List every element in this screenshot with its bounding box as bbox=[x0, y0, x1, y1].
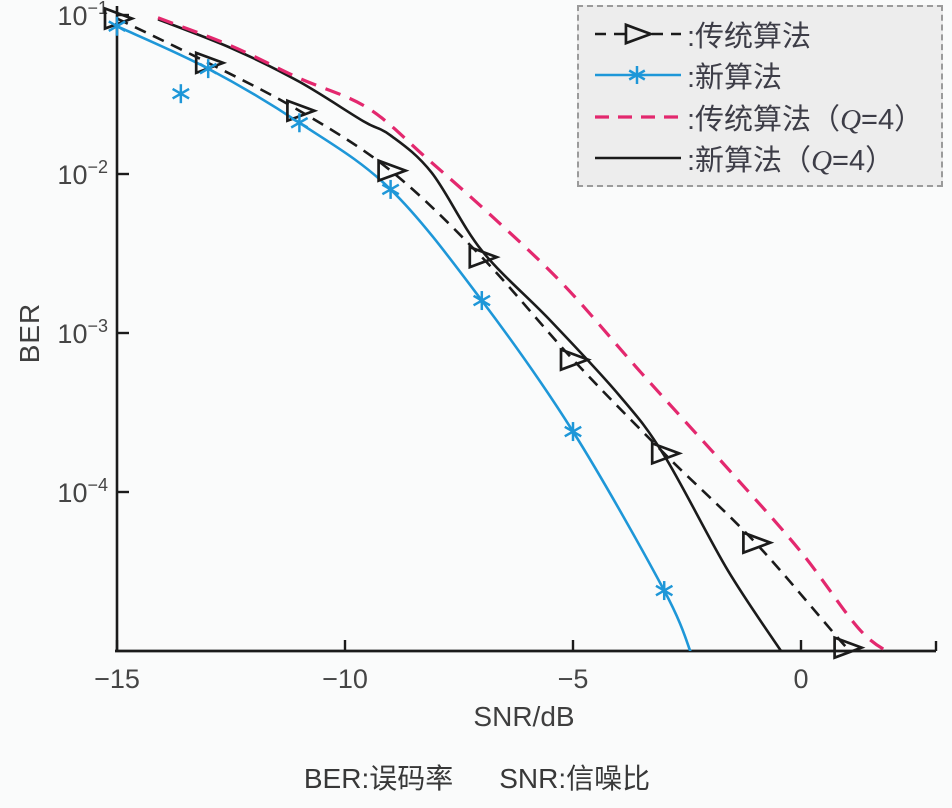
x-tick-label: 0 bbox=[793, 664, 808, 694]
x-tick-label: −5 bbox=[558, 664, 589, 694]
caption-ber: BER:误码率 bbox=[303, 763, 454, 794]
triangle-marker bbox=[624, 22, 655, 46]
triangle-marker bbox=[377, 158, 410, 183]
legend: :传统算法 :新算法 :传统算法（Q=4） :新算法（Q=4） bbox=[577, 5, 943, 187]
legend-item-trad: :传统算法 bbox=[589, 14, 939, 54]
asterisk-marker bbox=[472, 294, 491, 307]
legend-label-new: :新算法 bbox=[687, 62, 783, 95]
y-tick-label: 10−1 bbox=[57, 0, 108, 31]
legend-label-trad: :传统算法 bbox=[687, 21, 812, 53]
triangle-marker bbox=[833, 635, 866, 660]
y-tick-label: 10−4 bbox=[57, 475, 108, 508]
x-axis-label: SNR/dB bbox=[473, 701, 575, 732]
triangle-marker bbox=[650, 441, 684, 466]
y-tick-label: 10−2 bbox=[57, 157, 108, 190]
legend-label-new_q4: :新算法（Q=4） bbox=[687, 144, 895, 177]
legend-item-new_q4: :新算法（Q=4） bbox=[589, 138, 939, 178]
triangle-marker bbox=[559, 347, 592, 372]
asterisk-marker bbox=[381, 183, 400, 196]
x-tick-label: −15 bbox=[94, 664, 140, 694]
triangle-marker bbox=[103, 6, 136, 31]
series-trad-line bbox=[116, 17, 852, 651]
asterisk-marker bbox=[290, 116, 309, 129]
triangle-marker bbox=[468, 245, 501, 270]
legend-label-trad_q4: :传统算法（Q=4） bbox=[687, 103, 924, 136]
legend-item-trad_q4: :传统算法（Q=4） bbox=[589, 97, 939, 137]
series-new-line bbox=[116, 25, 692, 651]
asterisk-marker bbox=[199, 62, 218, 75]
legend-marker-new_q4 bbox=[595, 156, 681, 160]
asterisk-marker bbox=[655, 584, 674, 597]
legend-marker-trad bbox=[595, 22, 681, 46]
triangle-marker bbox=[742, 530, 775, 555]
legend-marker-new bbox=[595, 66, 681, 85]
legend-item-new: :新算法 bbox=[589, 55, 939, 95]
caption-snr: SNR:信噪比 bbox=[499, 763, 651, 794]
y-tick-label: 10−3 bbox=[57, 316, 108, 349]
x-tick-label: −10 bbox=[322, 664, 368, 694]
y-axis-label: BER bbox=[14, 302, 45, 364]
figure-caption: BER:误码率 SNR:信噪比 bbox=[304, 757, 650, 797]
asterisk-marker bbox=[171, 87, 190, 100]
asterisk-marker bbox=[564, 425, 582, 438]
series-new-markers bbox=[108, 16, 674, 601]
triangle-marker bbox=[286, 98, 319, 123]
asterisk-marker bbox=[108, 20, 126, 33]
asterisk-marker bbox=[628, 69, 646, 81]
series-trad_q4-line bbox=[157, 16, 891, 651]
legend-marker-trad_q4 bbox=[595, 115, 681, 119]
